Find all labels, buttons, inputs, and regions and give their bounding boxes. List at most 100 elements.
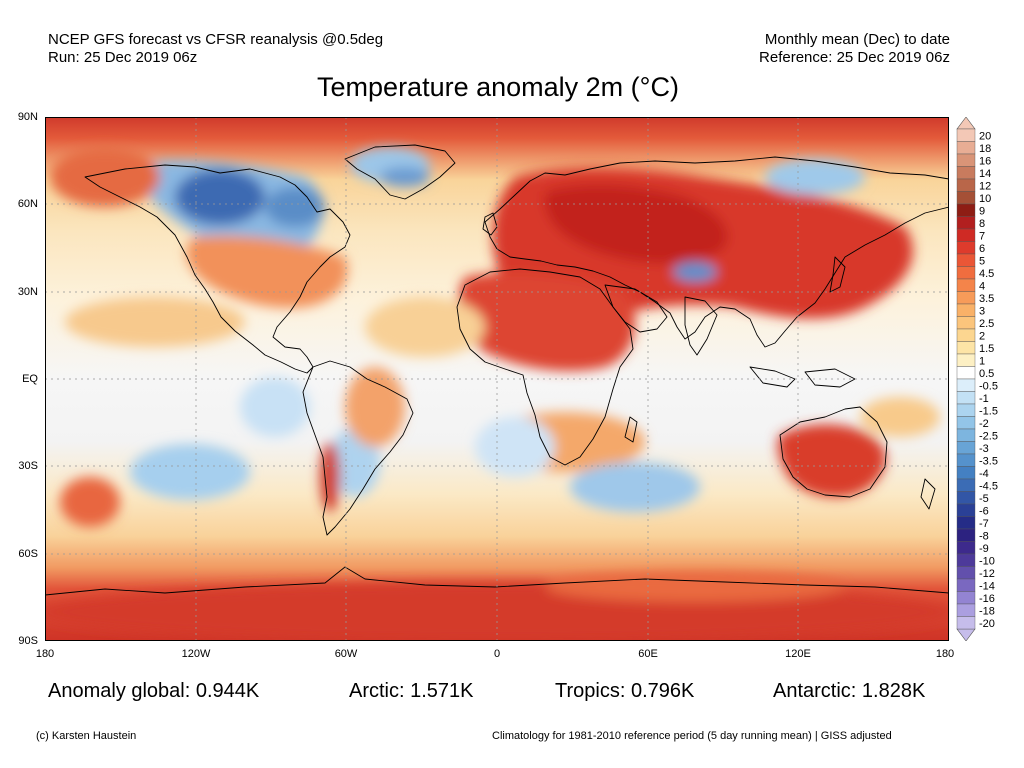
colorbar-swatch	[956, 203, 976, 217]
colorbar-swatch	[956, 491, 976, 505]
colorbar-swatch	[956, 316, 976, 330]
colorbar-label: -2	[979, 418, 989, 430]
colorbar: 201816141210987654.543.532.521.510.5-0.5…	[956, 117, 998, 641]
colorbar-label: 18	[979, 143, 991, 155]
lon-label-60w: 60W	[334, 648, 358, 660]
colorbar-arrow-bottom	[956, 628, 976, 641]
map-frame	[45, 117, 949, 641]
colorbar-label: -3	[979, 443, 989, 455]
colorbar-label: 1.5	[979, 343, 994, 355]
colorbar-swatch	[956, 603, 976, 617]
stat-arctic: Arctic: 1.571K	[349, 680, 474, 703]
colorbar-swatch	[956, 141, 976, 155]
stat-antarctic: Antarctic: 1.828K	[773, 680, 925, 703]
colorbar-label: -14	[979, 580, 995, 592]
colorbar-swatch	[956, 166, 976, 180]
colorbar-swatch	[956, 578, 976, 592]
stat-global-value: 0.944K	[195, 680, 260, 702]
colorbar-swatch	[956, 253, 976, 267]
colorbar-label: -4.5	[979, 480, 998, 492]
period-description: Monthly mean (Dec) to date	[764, 31, 950, 48]
lon-label-0: 0	[493, 648, 501, 660]
colorbar-label: -16	[979, 593, 995, 605]
colorbar-label: -20	[979, 618, 995, 630]
colorbar-label: 9	[979, 205, 985, 217]
stat-global: Anomaly global: 0.944K	[48, 680, 259, 703]
colorbar-label: -3.5	[979, 455, 998, 467]
coastlines-outline	[45, 144, 949, 596]
colorbar-swatch	[956, 353, 976, 367]
colorbar-swatch	[956, 291, 976, 305]
colorbar-label: -4	[979, 468, 989, 480]
reference-time: Reference: 25 Dec 2019 06z	[759, 49, 950, 66]
colorbar-label: -0.5	[979, 380, 998, 392]
anomaly-field	[45, 147, 949, 641]
colorbar-swatch	[956, 566, 976, 580]
colorbar-label: -5	[979, 493, 989, 505]
colorbar-swatch	[956, 528, 976, 542]
colorbar-label: -10	[979, 555, 995, 567]
temperature-anomaly-map	[45, 117, 949, 641]
colorbar-label: 4	[979, 280, 985, 292]
colorbar-arrow-top	[956, 117, 976, 130]
colorbar-label: 14	[979, 168, 991, 180]
graticule	[45, 117, 949, 641]
colorbar-swatch	[956, 266, 976, 280]
lat-label-60s: 60S	[18, 548, 38, 560]
colorbar-swatch	[956, 228, 976, 242]
colorbar-label: 3.5	[979, 293, 994, 305]
header-right: Monthly mean (Dec) to date Reference: 25…	[759, 31, 950, 67]
footer-climatology-note: Climatology for 1981-2010 reference peri…	[492, 730, 892, 742]
colorbar-swatch	[956, 453, 976, 467]
colorbar-swatch	[956, 616, 976, 630]
colorbar-swatch	[956, 416, 976, 430]
colorbar-swatch	[956, 503, 976, 517]
colorbar-label: 2.5	[979, 318, 994, 330]
lat-label-eq: EQ	[22, 373, 38, 385]
lon-label-120e: 120E	[785, 648, 811, 660]
colorbar-label: 20	[979, 130, 991, 142]
lat-label-90n: 90N	[17, 111, 38, 123]
colorbar-label: -1	[979, 393, 989, 405]
colorbar-label: 2	[979, 330, 985, 342]
map-title: Temperature anomaly 2m (°C)	[317, 72, 679, 102]
colorbar-label: 3	[979, 305, 985, 317]
colorbar-label: -18	[979, 605, 995, 617]
colorbar-swatch	[956, 328, 976, 342]
colorbar-swatch	[956, 366, 976, 380]
colorbar-label: 12	[979, 180, 991, 192]
colorbar-label: -12	[979, 568, 995, 580]
colorbar-swatch	[956, 191, 976, 205]
colorbar-label: -7	[979, 518, 989, 530]
colorbar-swatch	[956, 341, 976, 355]
colorbar-swatch	[956, 428, 976, 442]
colorbar-label: 6	[979, 243, 985, 255]
colorbar-swatch	[956, 541, 976, 555]
colorbar-swatch	[956, 303, 976, 317]
colorbar-swatch	[956, 153, 976, 167]
colorbar-swatch	[956, 378, 976, 392]
stat-tropics-value: 0.796K	[630, 680, 695, 702]
colorbar-swatch	[956, 591, 976, 605]
colorbar-label: 4.5	[979, 268, 994, 280]
model-description: NCEP GFS forecast vs CFSR reanalysis @0.…	[48, 31, 384, 48]
colorbar-swatch	[956, 553, 976, 567]
lat-label-30n: 30N	[17, 286, 38, 298]
colorbar-label: 1	[979, 355, 985, 367]
colorbar-swatch	[956, 478, 976, 492]
colorbar-swatch	[956, 441, 976, 455]
colorbar-swatch	[956, 516, 976, 530]
lon-label-180w: 180	[35, 648, 55, 660]
colorbar-label: 8	[979, 218, 985, 230]
colorbar-label: 0.5	[979, 368, 994, 380]
stat-tropics-label: Tropics:	[555, 680, 626, 702]
colorbar-label: 10	[979, 193, 991, 205]
colorbar-label: -1.5	[979, 405, 998, 417]
colorbar-label: -6	[979, 505, 989, 517]
lon-label-180e: 180	[935, 648, 955, 660]
stat-arctic-value: 1.571K	[410, 680, 474, 702]
lat-label-90s: 90S	[18, 635, 38, 647]
run-time: Run: 25 Dec 2019 06z	[48, 49, 198, 66]
colorbar-label: -2.5	[979, 430, 998, 442]
colorbar-swatch	[956, 178, 976, 192]
